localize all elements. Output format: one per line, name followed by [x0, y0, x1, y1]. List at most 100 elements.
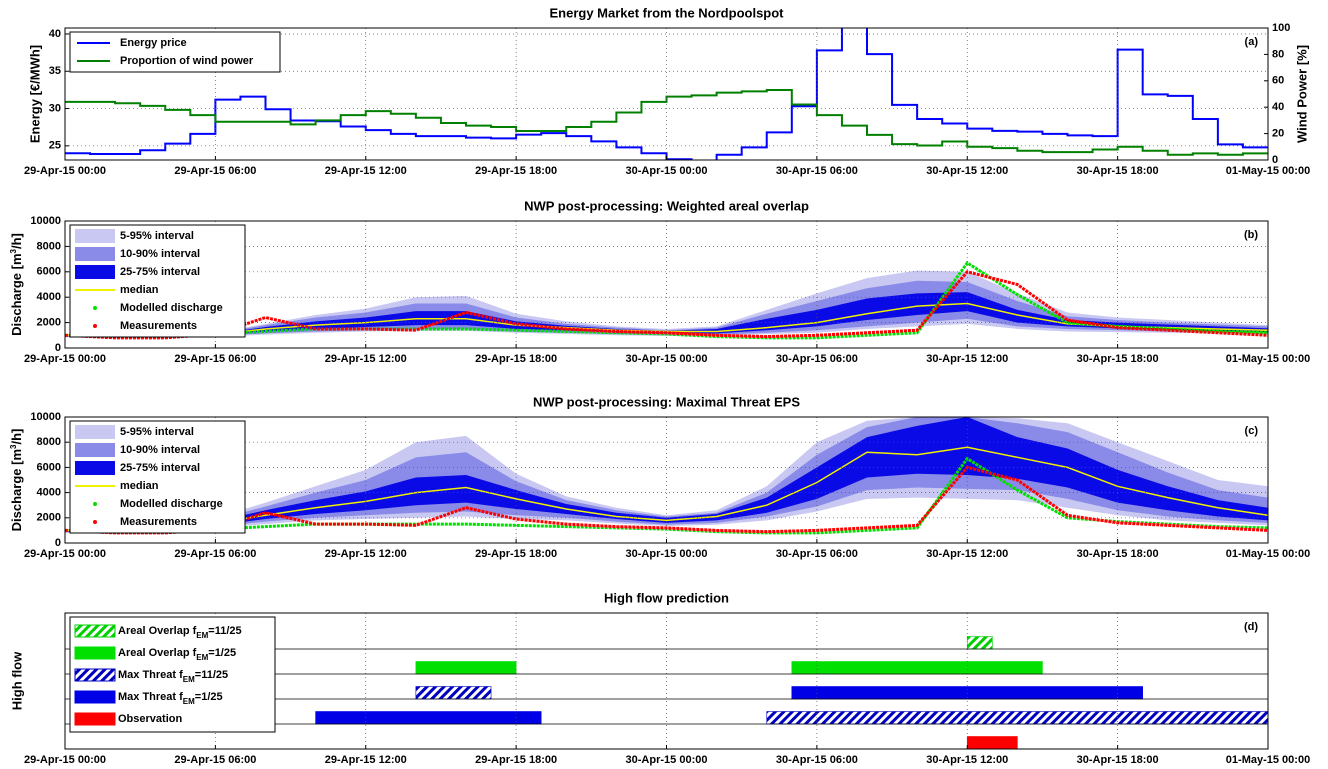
panel-annotation: (d)	[1244, 621, 1258, 633]
y-tick-label: 2000	[37, 317, 61, 329]
legend-label: 5-95% interval	[120, 230, 194, 242]
x-tick-label: 30-Apr-15 12:00	[926, 165, 1008, 177]
plot-area	[315, 636, 1268, 749]
y-axis-label-part: /h]	[9, 429, 24, 445]
legend-label: Measurements	[120, 516, 197, 528]
y2-tick-label: 80	[1272, 48, 1284, 60]
x-tick-label: 01-May-15 00:00	[1226, 548, 1310, 560]
legend-label: 25-75% interval	[120, 462, 200, 474]
marker-series	[65, 270, 1268, 340]
legend-label: Measurements	[120, 320, 197, 332]
x-tick-label: 29-Apr-15 12:00	[325, 754, 407, 766]
y2-tick-label: 20	[1272, 128, 1284, 140]
x-tick-label: 30-Apr-15 18:00	[1077, 548, 1159, 560]
plot-frame	[64, 612, 1269, 750]
legend-label-part: EM	[196, 631, 208, 640]
legend-swatch	[75, 443, 115, 457]
interval-bar	[966, 736, 1018, 749]
chart-title: Energy Market from the Nordpoolspot	[549, 5, 784, 20]
y-tick-label: 4000	[37, 291, 61, 303]
x-tick-label: 29-Apr-15 12:00	[325, 548, 407, 560]
y2-tick-label: 0	[1272, 154, 1278, 166]
marker-series	[65, 465, 1268, 535]
panel-annotation: (a)	[1245, 36, 1259, 48]
interval-bar	[766, 711, 1268, 725]
y-tick-label: 30	[49, 102, 61, 114]
y-axis-label: Discharge [m3/h]	[9, 233, 25, 336]
x-tick-label: 30-Apr-15 18:00	[1077, 165, 1159, 177]
x-tick-label: 30-Apr-15 06:00	[776, 165, 858, 177]
y-tick-label: 35	[49, 65, 61, 77]
legend-swatch	[93, 520, 97, 524]
x-tick-label: 29-Apr-15 06:00	[174, 548, 256, 560]
legend-swatch	[93, 324, 97, 328]
interval-bar	[966, 636, 993, 650]
chart-title: High flow prediction	[604, 590, 729, 605]
x-tick-label: 29-Apr-15 00:00	[24, 754, 106, 766]
x-tick-label: 30-Apr-15 00:00	[626, 353, 708, 365]
y-tick-label: 8000	[37, 240, 61, 252]
x-tick-label: 30-Apr-15 18:00	[1077, 353, 1159, 365]
legend-label: Energy price	[120, 37, 187, 49]
panel-annotation: (b)	[1244, 229, 1258, 241]
legend-label-part: EM	[196, 653, 208, 662]
legend-swatch	[75, 247, 115, 261]
legend-label-part: =11/25	[195, 669, 228, 681]
legend-swatch	[75, 265, 115, 279]
y2-tick-label: 40	[1272, 101, 1284, 113]
legend-label-part: Max Threat f	[118, 669, 183, 681]
y-tick-label: 25	[49, 140, 61, 152]
legend-label-part: =1/25	[195, 691, 223, 703]
legend-label: Modelled discharge	[120, 498, 223, 510]
legend-label-part: Areal Overlap f	[118, 625, 197, 637]
panel-annotation: (c)	[1245, 425, 1259, 437]
legend-label: median	[120, 284, 159, 296]
chart-title: NWP post-processing: Weighted areal over…	[524, 198, 809, 213]
legend-label: Max Threat fEM=1/25	[118, 691, 223, 706]
x-tick-label: 01-May-15 00:00	[1226, 165, 1310, 177]
legend-label: Max Threat fEM=11/25	[118, 669, 228, 684]
x-tick-label: 29-Apr-15 18:00	[475, 353, 557, 365]
x-tick-label: 01-May-15 00:00	[1226, 353, 1310, 365]
y-tick-label: 4000	[37, 487, 61, 499]
interval-bar	[415, 661, 517, 675]
y-tick-label: 0	[55, 537, 61, 549]
legend	[69, 420, 246, 534]
y-axis-label-part: 3	[9, 248, 18, 253]
legend-swatch	[74, 624, 116, 638]
step-line	[65, 28, 1268, 160]
plot-frame	[64, 416, 1269, 544]
y-axis-label-part: Discharge [m	[9, 449, 24, 531]
plot-frame	[64, 220, 1269, 349]
x-tick-label: 30-Apr-15 06:00	[776, 353, 858, 365]
legend-label: 25-75% interval	[120, 266, 200, 278]
x-tick-label: 30-Apr-15 12:00	[926, 754, 1008, 766]
legend	[69, 31, 281, 73]
chart-title: NWP post-processing: Maximal Threat EPS	[533, 394, 800, 409]
x-tick-label: 30-Apr-15 12:00	[926, 548, 1008, 560]
y-tick-label: 10000	[30, 215, 61, 227]
interval-bar	[791, 661, 1043, 675]
legend-label: Proportion of wind power	[120, 55, 254, 67]
y-axis-label-part: Discharge [m	[9, 253, 24, 335]
y-tick-label: 2000	[37, 512, 61, 524]
interval-bar	[315, 711, 542, 725]
legend-swatch	[75, 229, 115, 243]
x-tick-label: 29-Apr-15 12:00	[325, 353, 407, 365]
y-axis-label: Discharge [m3/h]	[9, 429, 25, 532]
y-tick-label: 0	[55, 342, 61, 354]
legend-swatch	[93, 306, 97, 310]
median-line	[65, 446, 1268, 532]
x-tick-label: 30-Apr-15 00:00	[626, 548, 708, 560]
x-tick-label: 29-Apr-15 00:00	[24, 165, 106, 177]
legend-label-part: EM	[183, 675, 195, 684]
x-tick-label: 29-Apr-15 00:00	[24, 548, 106, 560]
x-tick-label: 29-Apr-15 06:00	[174, 353, 256, 365]
legend-swatch	[74, 646, 116, 660]
legend-label: Modelled discharge	[120, 302, 223, 314]
y-axis-label-part: 3	[9, 444, 18, 449]
legend-label-part: =1/25	[208, 647, 236, 659]
y-axis-label: Energy [€/MWh]	[27, 45, 42, 143]
legend-label: 10-90% interval	[120, 444, 200, 456]
